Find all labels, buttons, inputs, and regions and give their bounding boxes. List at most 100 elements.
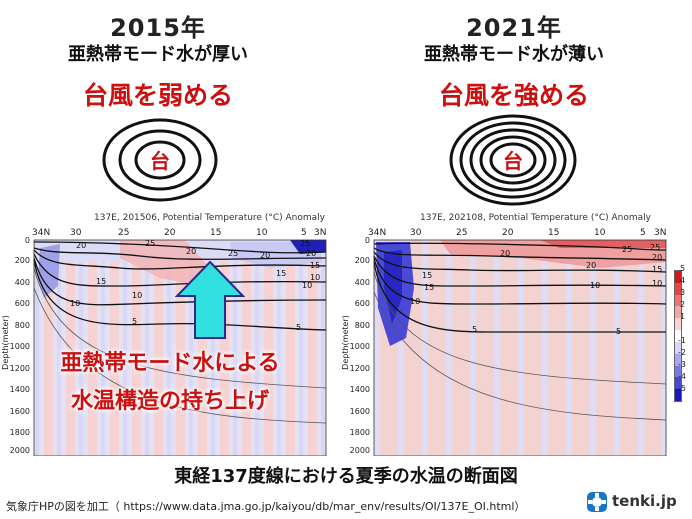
right-depth-800: 800 bbox=[354, 321, 370, 330]
right-lat-34N: 34N bbox=[368, 228, 387, 238]
right-contour-label: 25 bbox=[650, 243, 660, 252]
left-depth-2000: 2000 bbox=[9, 446, 30, 455]
cbar-tick: -3 bbox=[678, 360, 686, 369]
left-panel: 20 25 20 25 15 20 10 15 10 10 5 5 25 20 15 10 34N 30 25… bbox=[0, 228, 330, 456]
left-effect: 台風を弱める bbox=[82, 81, 233, 110]
left-year: 2015年 bbox=[110, 14, 206, 42]
right-depth-0: 0 bbox=[364, 236, 370, 245]
left-water-state: 亜熱帯モード水が厚い bbox=[68, 44, 248, 65]
right-contour-label: 10 bbox=[410, 297, 420, 306]
right-lat-25: 25 bbox=[456, 228, 468, 238]
right-effect: 台風を強める bbox=[438, 81, 589, 110]
left-lat-3N: 3N bbox=[314, 228, 327, 238]
colorbar-cell bbox=[675, 389, 681, 402]
left-depth-800: 800 bbox=[14, 321, 30, 330]
left-depth-1200: 1200 bbox=[9, 364, 30, 373]
right-contour-label: 20 bbox=[500, 249, 510, 258]
left-contour-label: 25 bbox=[300, 239, 310, 248]
figure-caption: 東経137度線における夏季の水温の断面図 bbox=[174, 466, 518, 487]
right-contour-label: 10 bbox=[590, 281, 600, 290]
right-lat-30: 30 bbox=[410, 228, 422, 238]
left-contour-label: 5 bbox=[132, 317, 137, 326]
right-depth-1000: 1000 bbox=[349, 342, 370, 351]
right-contour-label: 10 bbox=[652, 279, 662, 288]
right-contour-label: 15 bbox=[652, 265, 662, 274]
right-contour-label: 5 bbox=[472, 325, 477, 334]
left-contour-label: 20 bbox=[306, 249, 316, 258]
left-depth-0: 0 bbox=[24, 236, 30, 245]
right-contour-label: 15 bbox=[424, 283, 434, 292]
left-contour-label: 20 bbox=[186, 247, 196, 256]
right-depth-1600: 1600 bbox=[349, 407, 370, 416]
right-depth-1400: 1400 bbox=[349, 385, 370, 394]
source-credit: 気象庁HPの図を加工（ https://www.data.jma.go.jp/k… bbox=[6, 500, 526, 513]
right-water-state: 亜熱帯モード水が薄い bbox=[424, 44, 604, 65]
left-lat-25: 25 bbox=[118, 228, 130, 238]
left-contour-label: 25 bbox=[228, 249, 238, 258]
right-contour-label: 20 bbox=[652, 253, 662, 262]
right-contour-label: 20 bbox=[586, 261, 596, 270]
left-depth-1600: 1600 bbox=[9, 407, 30, 416]
colorbar-cell bbox=[675, 377, 681, 390]
left-lat-20: 20 bbox=[164, 228, 176, 238]
left-contour-label: 15 bbox=[276, 269, 286, 278]
colorbar-cell bbox=[675, 341, 681, 355]
right-lat-5: 5 bbox=[640, 228, 646, 238]
cbar-tick: 5 bbox=[680, 264, 686, 273]
colorbar-cell bbox=[675, 365, 681, 378]
left-typhoon-rings: 台 bbox=[102, 118, 218, 202]
right-lat-10: 10 bbox=[594, 228, 606, 238]
right-typhoon-rings: 台 bbox=[449, 114, 577, 206]
brand-name: tenki.jp bbox=[612, 492, 677, 510]
left-contour-label: 5 bbox=[296, 323, 301, 332]
right-depth-600: 600 bbox=[354, 299, 370, 308]
right-depth-400: 400 bbox=[354, 278, 370, 287]
right-lat-20: 20 bbox=[502, 228, 514, 238]
colorbar-cell bbox=[675, 306, 681, 319]
colorbar bbox=[674, 270, 682, 402]
cbar-tick: 2 bbox=[680, 300, 686, 309]
left-ylabel: Depth(meter) bbox=[0, 315, 10, 370]
left-contour-label: 15 bbox=[310, 261, 320, 270]
cbar-tick: -5 bbox=[678, 384, 686, 393]
cbar-tick: -4 bbox=[678, 372, 686, 381]
left-panel-title: 137E, 201506, Potential Temperature (°C)… bbox=[94, 213, 325, 223]
colorbar-cell bbox=[675, 271, 681, 284]
right-typhoon-char: 台 bbox=[503, 149, 523, 173]
colorbar-cell bbox=[675, 318, 681, 331]
left-contour-label: 25 bbox=[145, 239, 155, 248]
cbar-tick: 4 bbox=[680, 276, 686, 285]
right-depth-1800: 1800 bbox=[349, 428, 370, 437]
right-depth-2000: 2000 bbox=[349, 446, 370, 455]
left-lat-5: 5 bbox=[301, 228, 307, 238]
cbar-tick: 3 bbox=[680, 288, 686, 297]
colorbar-cell bbox=[675, 294, 681, 307]
right-contour-label: 15 bbox=[422, 271, 432, 280]
colorbar-labels: 5 4 3 2 1 -1 -2 -3 -4 -5 bbox=[678, 264, 692, 406]
left-depth-1400: 1400 bbox=[9, 385, 30, 394]
right-contour-label: 5 bbox=[616, 327, 621, 336]
left-contour-label: 20 bbox=[260, 251, 270, 260]
right-depth-1200: 1200 bbox=[349, 364, 370, 373]
left-depth-600: 600 bbox=[14, 299, 30, 308]
right-panel: 25 20 15 20 15 10 10 5 5 25 20 15 10 34N 30 25 20 15… bbox=[340, 228, 670, 456]
right-year: 2021年 bbox=[466, 14, 562, 42]
left-contour-label: 15 bbox=[96, 277, 106, 286]
cbar-tick: -2 bbox=[678, 348, 686, 357]
left-contour-label: 10 bbox=[132, 291, 142, 300]
left-lat-30: 30 bbox=[70, 228, 82, 238]
right-lat-15: 15 bbox=[548, 228, 560, 238]
left-lat-10: 10 bbox=[256, 228, 268, 238]
left-contour-label: 10 bbox=[70, 299, 80, 308]
left-lat-34N: 34N bbox=[32, 228, 51, 238]
tenki-logo-icon bbox=[587, 492, 607, 512]
cbar-tick: 1 bbox=[680, 312, 686, 321]
left-depth-400: 400 bbox=[14, 278, 30, 287]
cyan-up-arrow-icon bbox=[175, 260, 245, 339]
right-panel-title: 137E, 202108, Potential Temperature (°C)… bbox=[420, 213, 651, 223]
left-depth-200: 200 bbox=[14, 256, 30, 265]
left-typhoon-char: 台 bbox=[150, 149, 170, 173]
cbar-tick: -1 bbox=[678, 336, 686, 345]
